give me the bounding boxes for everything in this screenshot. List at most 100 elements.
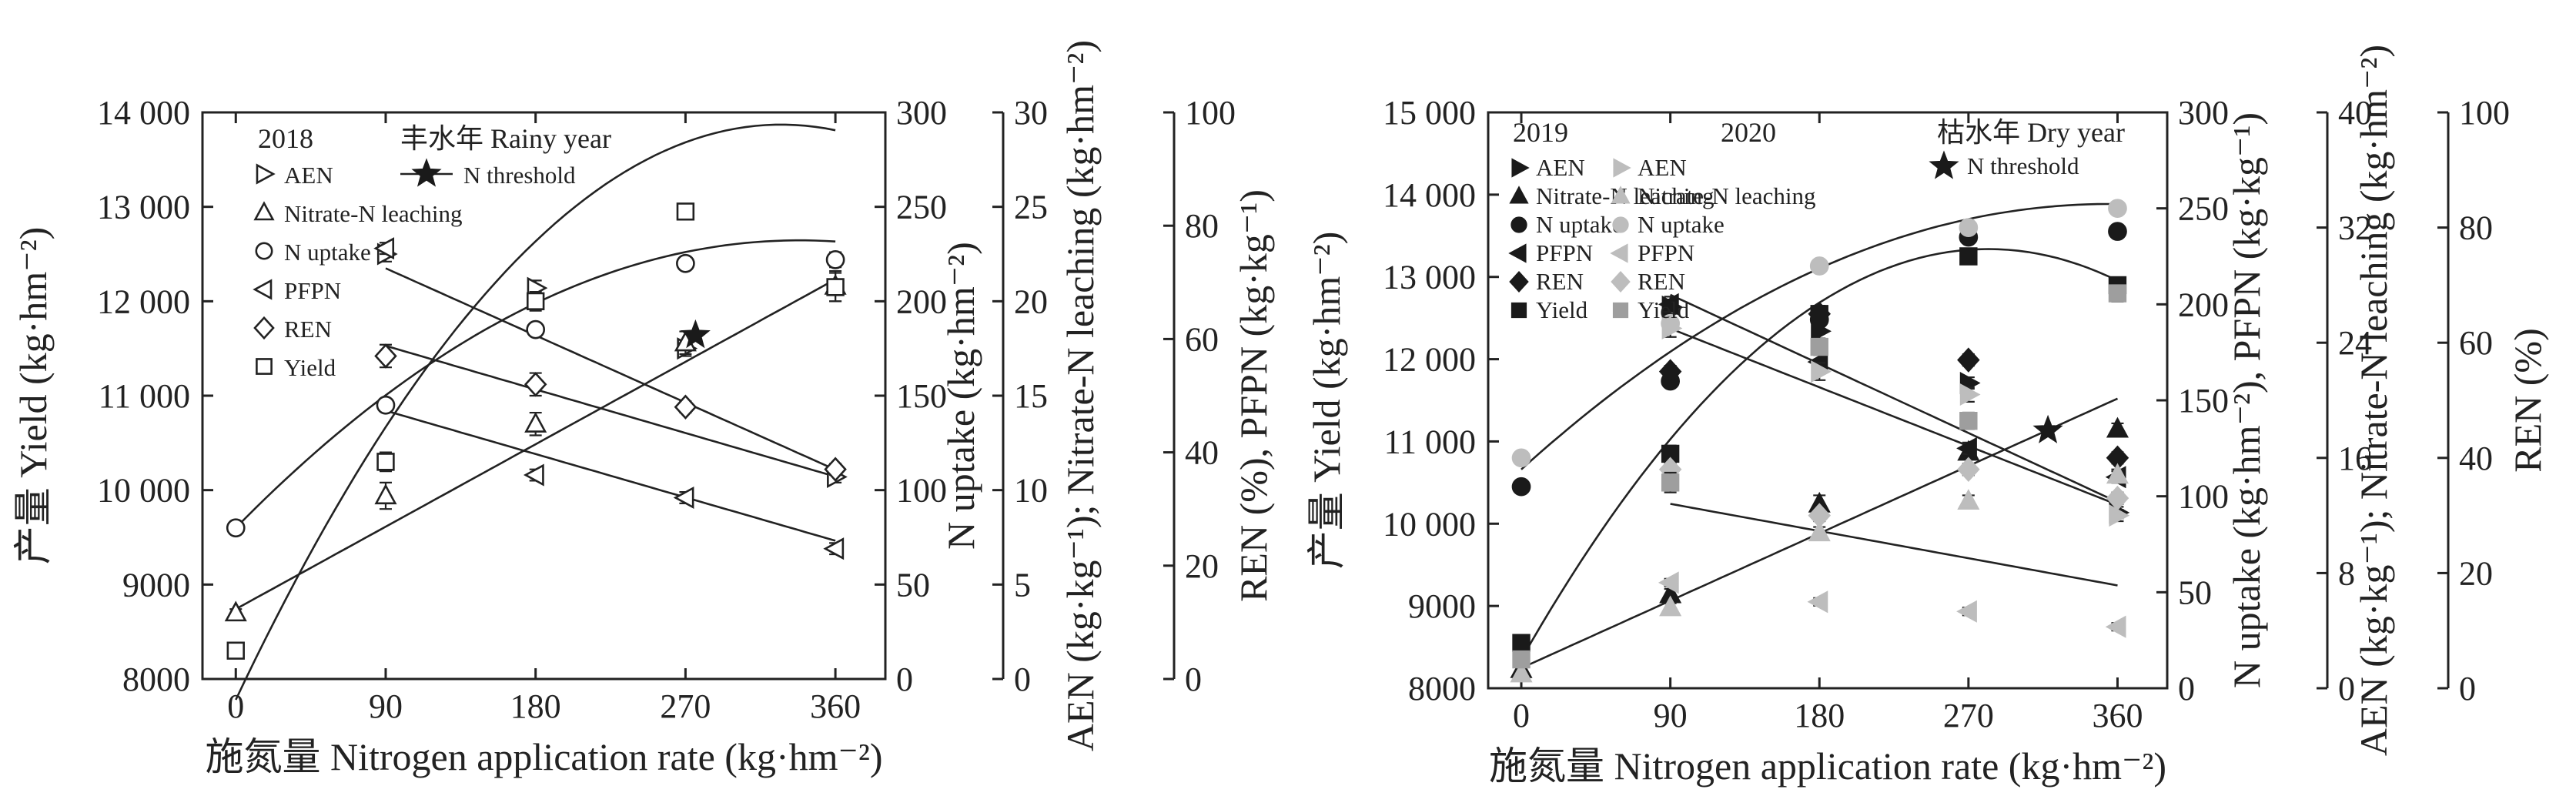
chart-2-left-tick-label: 13 000 (1383, 259, 1476, 296)
chart-2-series-nitrate-n-leaching-2020-point (1808, 520, 1831, 542)
chart-2-right-3-axis-title: REN (%) (2506, 328, 2549, 472)
chart-1-series-yield-point (826, 278, 845, 296)
chart-1-right-2-tick-label: 30 (1014, 94, 1048, 132)
chart-1-legend-marker (256, 358, 273, 375)
chart-1-left-axis-title: 产量 Yield (kg·hm⁻²) (12, 227, 55, 565)
chart-1-right-1-tick-label: 200 (896, 283, 947, 320)
chart-2-series-nitrate-n-leaching-2020-point (2106, 463, 2129, 484)
chart-2-series-ren-2019-point (1957, 347, 1980, 373)
chart-2-series-yield-2019-point (1661, 444, 1680, 463)
chart-2-legend-label: N threshold (1967, 152, 2079, 179)
chart-2-series-ren-2020-point (1808, 503, 1831, 528)
chart-2-legend-marker (1509, 186, 1529, 204)
chart-2-left-axis-title: 产量 Yield (kg·hm⁻²) (1305, 232, 1348, 570)
chart-1-x-tick-label: 180 (510, 687, 561, 725)
chart-2-legend-marker (1611, 270, 1631, 293)
chart-2-series-n-uptake-2020-point (1809, 256, 1829, 276)
chart-2-right-1-tick-label: 0 (2178, 670, 2195, 707)
chart-2-series-yield-2019-point (1512, 634, 1531, 652)
chart-2-right-1-tick-label: 50 (2178, 574, 2212, 611)
chart-2: 0 90 180 270 360 施氮量 Nitrogen application rat… (1305, 45, 2549, 788)
chart-2-legend-marker (1611, 186, 1631, 204)
chart-1-series-pfpn-point (673, 486, 694, 510)
chart-2-legend-label: Nitrate-N leaching (1638, 182, 1816, 209)
chart-1-series-n-uptake-point (825, 250, 845, 269)
chart-1-right-2-tick-label: 10 (1014, 472, 1048, 510)
chart-2-series-nitrate-n-leaching-2019 (1510, 416, 2129, 678)
chart-2-right-3-tick-label: 100 (2459, 94, 2510, 132)
chart-2-series-nitrate-n-leaching-2020-point (1957, 489, 1980, 510)
chart-2-series-yield-2020 (1512, 284, 2127, 669)
chart-1-right-2-axis-title: AEN (kg·kg⁻¹); Nitrate-N leaching (kg·hm… (1059, 40, 1102, 751)
chart-2-series-pfpn-2020-point (1658, 571, 1679, 594)
chart-2-series-nitrate-n-leaching-2020 (1510, 463, 2129, 683)
chart-2-series-n-uptake-2020-point (2108, 199, 2127, 219)
chart-2-legend-year: 2020 (1721, 117, 1776, 148)
chart-2-series-aen-2019 (1661, 295, 2130, 524)
chart-1-fit-curve-6 (385, 410, 836, 542)
chart-1-series-ren (374, 343, 847, 482)
chart-2-series-n-threshold-point (2032, 414, 2063, 443)
chart-1-plot-frame (201, 111, 887, 681)
chart-2-series-ren-2020-point (2106, 485, 2129, 511)
chart-2-series-aen-2020 (1661, 316, 2130, 527)
chart-1-panel-title: 丰水年 Rainy year (400, 123, 611, 154)
chart-1-x-tick-label: 270 (660, 687, 711, 725)
chart-2-series-ren-2019-point (1658, 359, 1682, 384)
chart-1-right-1-tick-label: 50 (896, 566, 930, 604)
chart-2-right-3-tick-label: 80 (2459, 209, 2493, 247)
chart-1-right-2-tick-label: 20 (1014, 283, 1048, 320)
chart-2-series-yield-2020-point (1661, 473, 1680, 492)
chart-2-series-pfpn-2020-point (1807, 590, 1828, 614)
chart-2-fit-curve-5 (1670, 293, 2119, 503)
chart-2-right-1-tick-label: 100 (2178, 478, 2229, 516)
chart-1-legend-marker (253, 279, 273, 300)
chart-1-legend-label: AEN (284, 162, 333, 189)
chart-2-series-ren-2019 (1658, 301, 2129, 471)
chart-1-right-1-tick-label: 150 (896, 377, 947, 415)
chart-2-series-pfpn-2019 (1658, 293, 2126, 489)
chart-1-right-1-tick-label: 0 (896, 661, 913, 698)
chart-2-left-tick-label: 11 000 (1384, 423, 1476, 460)
chart-1-right-1-axis-title: N uptake (kg·hm⁻²) (939, 242, 982, 550)
chart-1-series-yield (226, 202, 845, 660)
chart-1-x-tick-label: 90 (369, 687, 403, 725)
chart-1-legend-label: N threshold (463, 162, 576, 189)
chart-2-right-3-tick-label: 20 (2459, 554, 2493, 592)
chart-1-series-nitrate-n-leaching-point (524, 412, 547, 433)
chart-1-legend-label: PFPN (284, 277, 341, 304)
chart-1-right-1-tick-label: 100 (896, 472, 947, 510)
chart-2-series-n-uptake-2019-point (1511, 477, 1531, 497)
chart-1-series-ren-point (374, 343, 397, 369)
chart-2-right-1-tick-label: 250 (2178, 190, 2229, 228)
chart-2-legend-marker (1612, 216, 1629, 233)
chart-2-left-tick-label: 8000 (1408, 670, 1476, 707)
chart-1-series-aen (376, 242, 848, 489)
chart-1-series-ren-point (524, 372, 547, 397)
chart-2-right-2-tick-label: 8 (2338, 554, 2355, 592)
chart-2-series-yield-2020-point (1512, 650, 1531, 669)
chart-1-fit-curve-5 (385, 344, 836, 478)
chart-1-right-2-tick-label: 25 (1014, 189, 1048, 226)
chart-1-fit-curve-3 (235, 278, 836, 610)
chart-2-right-1-tick-label: 200 (2178, 286, 2229, 323)
chart-1-fit-curve-2 (235, 123, 836, 701)
chart-2-legend-label: AEN (1638, 154, 1687, 181)
chart-1-series-pfpn-point (823, 537, 845, 560)
chart-2-x-tick-label: 270 (1943, 697, 1994, 734)
chart-2-left-tick-label: 10 000 (1383, 505, 1476, 543)
chart-1-series-nitrate-n-leaching-point (374, 483, 397, 505)
chart-2-series-n-uptake-2020-point (1661, 313, 1680, 333)
chart-1-legend-label: Yield (284, 354, 336, 381)
chart-1-right-2-tick-label: 15 (1014, 377, 1048, 415)
chart-2-right-3-tick-label: 40 (2459, 440, 2493, 477)
chart-1-x-tick-label: 0 (227, 687, 244, 725)
chart-2-series-n-uptake-2020-point (1959, 218, 1979, 237)
chart-2-series-pfpn-2020 (1658, 571, 2126, 638)
chart-1-left-tick-label: 12 000 (97, 283, 190, 320)
chart-1-left-tick-label: 10 000 (97, 472, 190, 510)
chart-2-legend-label: REN (1638, 268, 1685, 295)
chart-1-series-nitrate-n-leaching-point (224, 600, 247, 622)
